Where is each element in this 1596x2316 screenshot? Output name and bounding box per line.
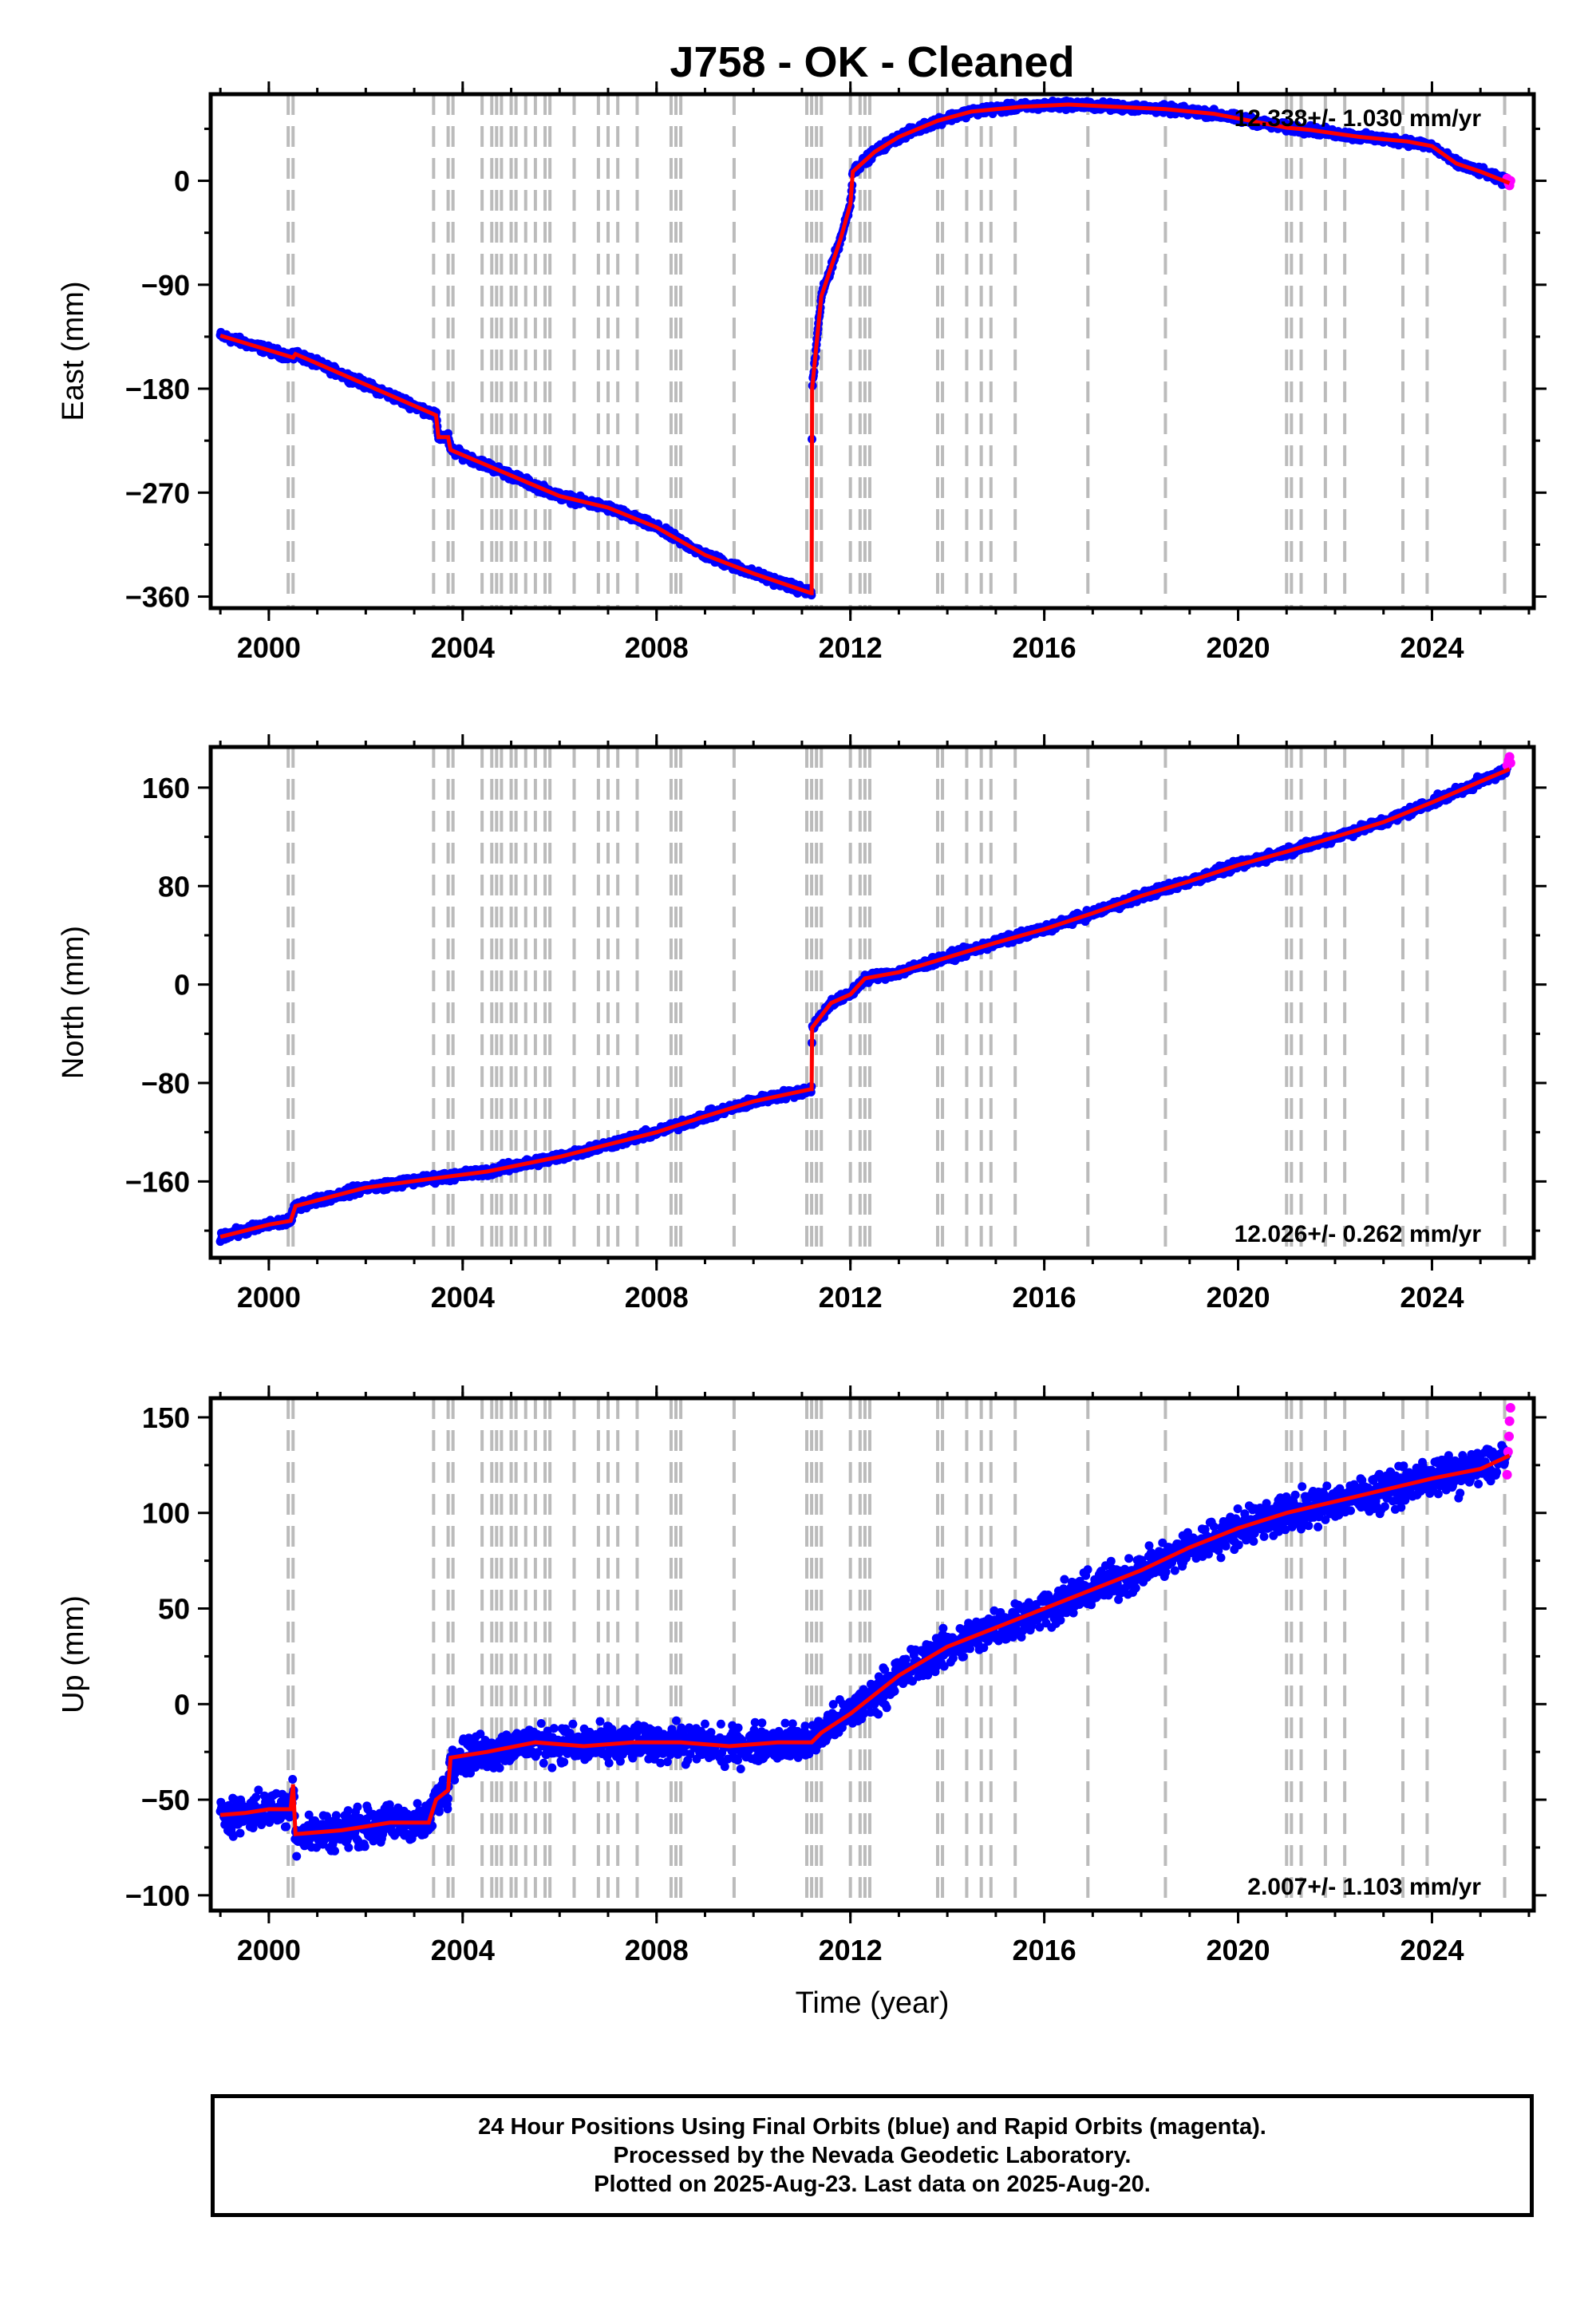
gps-timeseries-chart: J758 - OK - Cleaned 2000 2004 2008 2012 2016… — [57, 38, 1547, 2020]
x-tick-label: 2020 — [1206, 631, 1270, 664]
y-tick-label: −90 — [141, 269, 190, 302]
y-axis-label: East (mm) — [57, 281, 90, 421]
x-tick-label: 2000 — [237, 631, 301, 664]
rate-annotation: 12.338+/- 1.030 mm/yr — [1235, 105, 1482, 132]
panel-north: 2000 2004 2008 2012 2016 2020 2024−160−8008016… — [57, 734, 1547, 1314]
y-tick-label: 0 — [174, 165, 190, 198]
x-tick-label: 2012 — [819, 631, 883, 664]
x-tick-label: 2016 — [1013, 631, 1077, 664]
panel-frame — [208, 92, 1536, 611]
model-line — [219, 102, 1511, 595]
y-tick-label: −360 — [125, 581, 190, 614]
x-tick-label: 2008 — [625, 631, 689, 664]
x-tick-label: 2024 — [1400, 631, 1464, 664]
event-lines — [286, 94, 1507, 608]
y-tick-label: −270 — [125, 476, 190, 509]
event-lines — [286, 747, 1507, 1258]
chart-title: J758 - OK - Cleaned — [670, 38, 1074, 86]
y-tick-label: −180 — [125, 373, 190, 405]
panel-east: 2000 2004 2008 2012 2016 2020 2024 −360 −270 −180… — [57, 81, 1547, 664]
x-tick-label: 2004 — [431, 631, 495, 664]
